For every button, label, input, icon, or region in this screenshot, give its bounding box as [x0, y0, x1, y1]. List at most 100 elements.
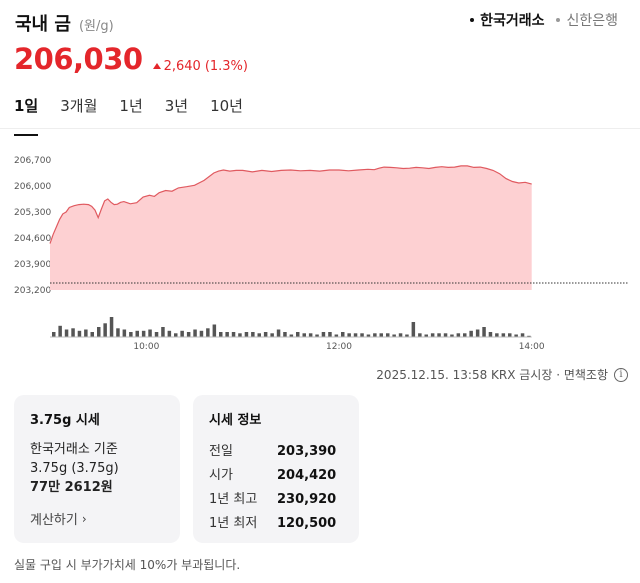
volume-bar: [321, 332, 326, 337]
x-tick-label: 14:00: [519, 342, 545, 352]
volume-bar: [508, 333, 512, 338]
volume-bar: [463, 333, 467, 338]
source-option-shinhan[interactable]: 신한은행: [556, 10, 618, 30]
vat-footnote: 실물 구입 시 부가가치세 10%가 부과됩니다.: [14, 558, 241, 572]
info-row-prev-close: 전일 203,390: [209, 440, 343, 464]
dot-icon: [556, 18, 561, 22]
source-toggle: 한국거래소 신한은행: [458, 10, 618, 30]
calculate-link[interactable]: 계산하기 ›: [30, 509, 87, 529]
change-amount: 2,640: [163, 58, 201, 74]
volume-bar: [353, 333, 358, 338]
volume-bar: [328, 332, 332, 337]
volume-bar: [64, 329, 69, 337]
selected-dot-icon: [470, 18, 475, 22]
volume-bar: [450, 334, 454, 337]
volume-bar: [315, 334, 319, 337]
info-value: 230,920: [277, 492, 337, 507]
source-label: 한국거래소: [480, 13, 545, 29]
volume-bar: [366, 334, 371, 337]
tab-10y[interactable]: 10년: [210, 97, 243, 115]
tab-1d[interactable]: 1일: [14, 95, 39, 136]
card-amount: 77만 2612원: [30, 480, 113, 495]
volume-bar: [308, 333, 313, 338]
volume-bar: [212, 324, 217, 337]
volume-bar: [141, 330, 146, 338]
y-tick-label: 206,700: [14, 156, 51, 166]
volume-bar: [219, 332, 223, 337]
volume-bar: [84, 329, 88, 337]
price-area: [50, 165, 532, 290]
volume-bar: [276, 329, 281, 337]
volume-bar: [379, 333, 383, 338]
volume-bar: [482, 327, 486, 337]
period-tabs: 1일 3개월 1년 3년 10년: [14, 95, 265, 136]
volume-bar: [231, 332, 236, 337]
info-label: 1년 최고: [209, 492, 258, 507]
volume-bar: [154, 332, 159, 337]
volume-bar: [398, 333, 403, 338]
card-weight: 3.75g (3.75g): [30, 461, 119, 476]
tab-1y[interactable]: 1년: [119, 97, 143, 115]
info-row-52w-low: 1년 최저 120,500: [209, 512, 343, 536]
volume-bar: [103, 323, 107, 338]
info-value: 203,390: [277, 444, 337, 459]
volume-bar: [430, 333, 435, 338]
volume-bar: [386, 333, 390, 338]
volume-bar: [58, 325, 62, 338]
volume-bar: [122, 329, 127, 337]
source-label: 신한은행: [566, 13, 618, 29]
info-icon[interactable]: i: [614, 367, 628, 382]
info-label: 시가: [209, 468, 233, 483]
chevron-right-icon: ›: [81, 511, 87, 526]
y-tick-label: 203,900: [14, 260, 51, 270]
y-tick-label: 204,600: [14, 234, 51, 244]
price-line: [49, 165, 532, 244]
tab-3m[interactable]: 3개월: [60, 97, 98, 115]
volume-bar: [495, 333, 499, 338]
volume-bar: [334, 334, 339, 337]
volume-bar: [469, 330, 473, 338]
volume-bar: [475, 329, 480, 337]
volume-bar: [347, 333, 351, 338]
up-arrow-icon: [152, 63, 161, 69]
volume-bar: [263, 332, 268, 337]
volume-bar: [514, 334, 518, 337]
volume-bar: [238, 333, 242, 338]
volume-bar: [411, 322, 416, 337]
info-row-52w-high: 1년 최고 230,920: [209, 488, 343, 512]
volume-bar: [488, 332, 493, 337]
volume-bar: [289, 334, 294, 337]
volume-bar: [257, 333, 261, 338]
price-chart[interactable]: 206,700 206,000 205,300 204,600 203,900 203,2…: [0, 140, 640, 355]
volume-bar: [424, 334, 428, 337]
volume-bar: [302, 333, 306, 338]
volume-bar: [135, 330, 139, 338]
volume-bar: [437, 333, 441, 338]
volume-bar: [527, 335, 531, 338]
price-change: 2,640 (1.3%): [152, 58, 248, 74]
card-title: 시세 정보: [209, 413, 262, 428]
tabs-divider: [0, 128, 640, 129]
volume-bar: [341, 332, 345, 337]
volume-bar: [180, 330, 184, 338]
y-tick-label: 203,200: [14, 286, 51, 296]
volume-bar: [186, 332, 191, 337]
volume-bar: [161, 327, 165, 337]
volume-bar: [418, 333, 422, 338]
volume-bar: [97, 327, 101, 337]
price-info-card: 시세 정보 전일 203,390 시가 204,420 1년 최고 230,92…: [193, 395, 359, 543]
info-label: 1년 최저: [209, 516, 258, 531]
volume-bar: [167, 330, 172, 338]
volume-bar: [283, 332, 287, 337]
header: 국내 금 (원/g): [15, 10, 114, 36]
volume-bar: [174, 333, 178, 338]
volume-bar: [109, 317, 114, 337]
source-option-krx[interactable]: 한국거래소: [470, 10, 544, 30]
source-note-text: 2025.12.15. 13:58 KRX 금시장 · 면책조항: [376, 368, 608, 382]
tab-3y[interactable]: 3년: [164, 97, 189, 115]
calculate-label: 계산하기: [30, 513, 78, 528]
card-basis: 한국거래소 기준: [30, 442, 118, 457]
page-title: 국내 금: [15, 14, 71, 35]
volume-bar: [405, 334, 409, 337]
volume-bar: [392, 334, 396, 337]
